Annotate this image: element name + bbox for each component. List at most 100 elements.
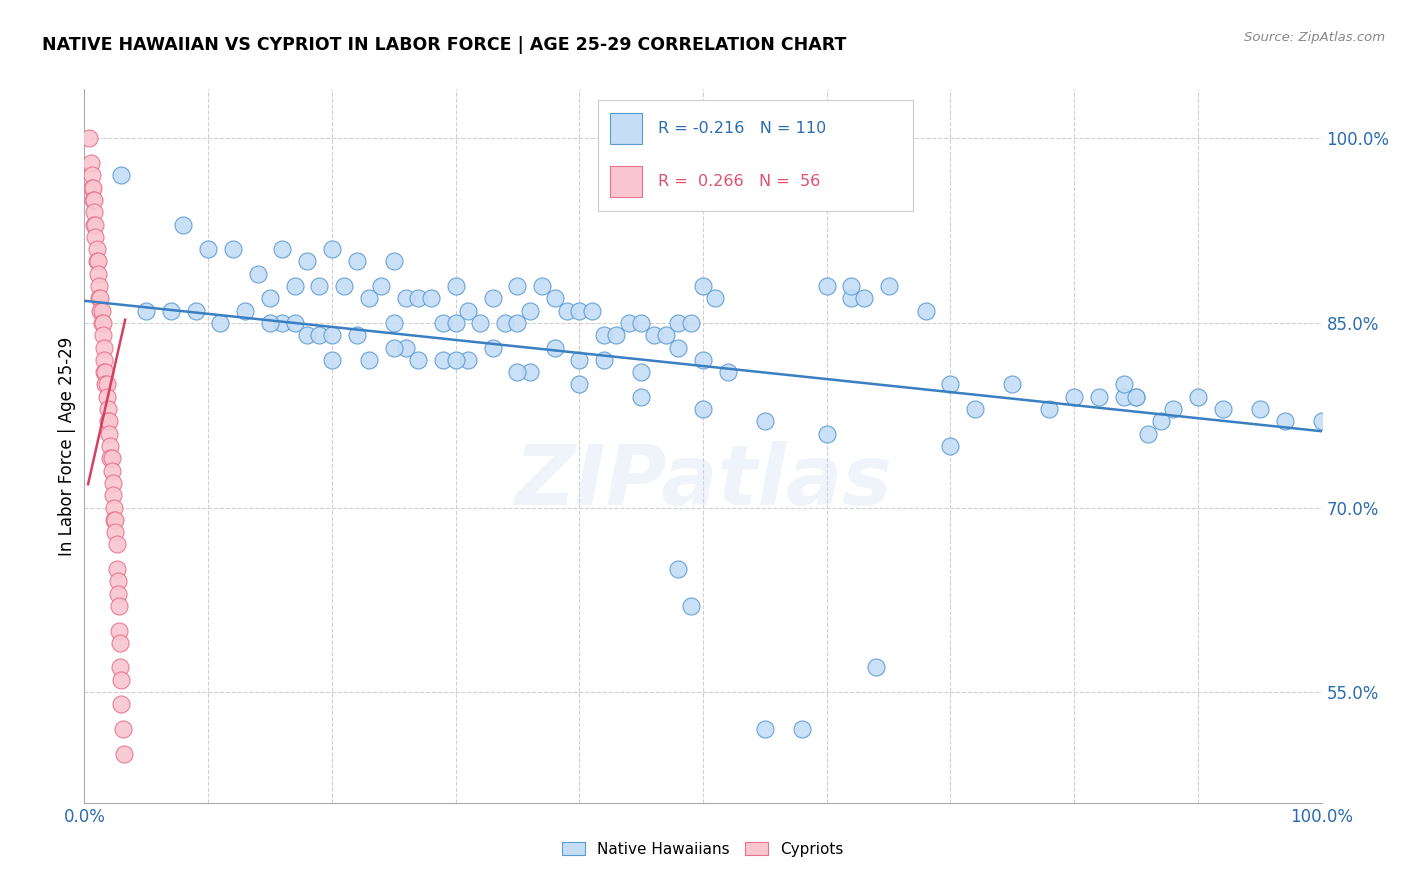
Point: [321, 352, 343, 367]
Point: [877, 279, 900, 293]
Point: [457, 352, 479, 367]
Point: [79, 131, 101, 145]
Point: [408, 291, 430, 305]
Point: [197, 242, 219, 256]
Point: [98, 414, 121, 428]
Point: [321, 242, 343, 256]
Point: [79, 156, 101, 170]
Point: [93, 365, 115, 379]
Point: [1112, 390, 1135, 404]
Point: [1212, 402, 1234, 417]
Point: [100, 451, 122, 466]
Point: [1161, 402, 1184, 417]
Point: [87, 254, 110, 268]
Point: [271, 316, 294, 330]
Point: [89, 303, 111, 318]
Point: [568, 377, 591, 392]
Point: [666, 316, 689, 330]
Point: [96, 377, 118, 392]
Point: [444, 279, 467, 293]
Point: [135, 303, 157, 318]
Point: [308, 279, 330, 293]
Point: [80, 180, 103, 194]
Point: [865, 660, 887, 674]
Point: [284, 316, 307, 330]
Point: [259, 291, 281, 305]
Point: [103, 513, 125, 527]
Point: [105, 537, 128, 551]
Point: [939, 377, 962, 392]
Point: [94, 377, 117, 392]
Point: [100, 464, 122, 478]
Point: [321, 328, 343, 343]
Point: [593, 328, 616, 343]
Point: [506, 279, 529, 293]
Point: [382, 316, 405, 330]
Point: [704, 291, 727, 305]
Point: [271, 242, 294, 256]
Point: [346, 254, 368, 268]
Point: [110, 698, 132, 712]
Point: [111, 722, 134, 736]
Point: [395, 291, 418, 305]
Point: [815, 426, 838, 441]
Point: [841, 291, 863, 305]
Point: [86, 254, 108, 268]
Point: [259, 316, 281, 330]
Point: [333, 279, 356, 293]
Point: [457, 303, 479, 318]
Point: [1150, 414, 1173, 428]
Point: [581, 303, 603, 318]
Point: [408, 352, 430, 367]
Point: [101, 475, 124, 490]
Point: [1038, 402, 1060, 417]
Point: [84, 218, 107, 232]
Point: [914, 303, 936, 318]
Point: [470, 316, 492, 330]
Point: [97, 402, 120, 417]
Point: [1001, 377, 1024, 392]
Point: [643, 328, 665, 343]
Point: [93, 352, 115, 367]
Point: [519, 303, 541, 318]
Point: [481, 341, 503, 355]
Point: [630, 365, 652, 379]
Point: [692, 279, 714, 293]
Point: [98, 426, 121, 441]
Point: [104, 525, 127, 540]
Point: [841, 279, 863, 293]
Point: [107, 574, 129, 589]
Point: [419, 291, 441, 305]
Point: [96, 390, 118, 404]
Point: [754, 414, 776, 428]
Point: [1310, 414, 1333, 428]
Point: [90, 316, 112, 330]
Point: [965, 402, 987, 417]
Point: [209, 316, 232, 330]
Point: [346, 328, 368, 343]
Point: [666, 341, 689, 355]
Point: [568, 303, 591, 318]
Point: [295, 254, 318, 268]
Point: [222, 242, 245, 256]
Point: [89, 291, 111, 305]
Point: [107, 587, 129, 601]
Point: [432, 316, 454, 330]
Point: [86, 242, 108, 256]
Point: [295, 328, 318, 343]
Point: [790, 722, 813, 736]
Point: [382, 254, 405, 268]
Point: [105, 562, 128, 576]
Point: [370, 279, 392, 293]
Point: [395, 341, 418, 355]
Point: [1137, 426, 1160, 441]
Point: [172, 218, 194, 232]
Point: [1063, 390, 1085, 404]
Point: [852, 291, 875, 305]
Text: Source: ZipAtlas.com: Source: ZipAtlas.com: [1244, 31, 1385, 45]
Point: [1187, 390, 1209, 404]
Point: [1249, 402, 1271, 417]
Point: [233, 303, 256, 318]
Point: [543, 291, 565, 305]
Point: [605, 328, 627, 343]
